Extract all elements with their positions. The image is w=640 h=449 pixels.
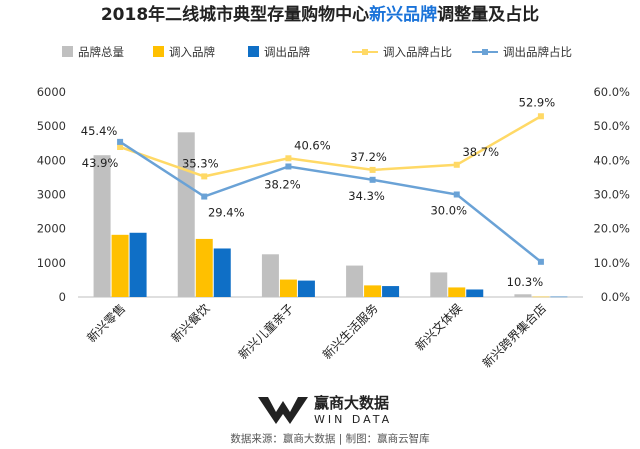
bar bbox=[93, 155, 111, 297]
y-left-tick-label: 4000 bbox=[37, 153, 66, 167]
y-right-tick-label: 50.0% bbox=[593, 119, 630, 133]
legend-marker bbox=[362, 49, 368, 55]
axes: 0 1000 2000 3000 4000 5000 6000 0.0% 10.0% 20.0% 3… bbox=[37, 85, 630, 304]
line-point bbox=[453, 161, 460, 168]
line-point bbox=[285, 163, 292, 170]
data-label: 38.7% bbox=[462, 145, 499, 159]
y-left-tick-label: 1000 bbox=[37, 256, 66, 270]
category-label: 新兴零售 bbox=[84, 301, 129, 346]
bar bbox=[448, 287, 466, 297]
line-point bbox=[201, 173, 208, 180]
data-label: 43.9% bbox=[82, 156, 119, 170]
bar bbox=[514, 294, 532, 297]
bar bbox=[382, 286, 400, 297]
line-point bbox=[117, 144, 124, 151]
bar bbox=[532, 296, 550, 298]
line-point bbox=[201, 193, 208, 200]
y-left-tick-label: 5000 bbox=[37, 119, 66, 133]
category-label: 新兴文体娱 bbox=[412, 301, 465, 354]
legend-label: 调入品牌 bbox=[169, 45, 215, 59]
series-line bbox=[119, 140, 542, 263]
data-label: 34.3% bbox=[348, 189, 385, 203]
line-point bbox=[369, 166, 376, 173]
legend-label: 品牌总量 bbox=[78, 45, 124, 59]
footer: 赢商大数据 WIN DATA 数据来源：赢商大数据 | 制图：赢商云智库 bbox=[230, 394, 429, 445]
data-labels: 43.9% 35.3% 40.6% 37.2% 38.7% 52.9% 45.4% 29.4%… bbox=[81, 95, 555, 289]
legend-label: 调出品牌 bbox=[264, 45, 310, 59]
data-label: 29.4% bbox=[208, 206, 245, 220]
y-left-tick-label: 0 bbox=[59, 290, 66, 304]
category-label: 新兴跨界集合店 bbox=[479, 301, 549, 371]
bar bbox=[261, 254, 279, 297]
bar bbox=[129, 232, 147, 297]
legend: 品牌总量 调入品牌 调出品牌 调入品牌占比 调出品牌占比 bbox=[62, 45, 572, 59]
chart-title-highlight: 新兴品牌 bbox=[369, 4, 437, 25]
data-label: 52.9% bbox=[519, 95, 556, 109]
bar bbox=[466, 289, 484, 297]
brand-name-cn: 赢商大数据 bbox=[314, 394, 389, 412]
legend-label: 调出品牌占比 bbox=[503, 45, 572, 59]
bar bbox=[195, 238, 213, 297]
line-point bbox=[537, 113, 544, 120]
y-left-tick-label: 3000 bbox=[37, 188, 66, 202]
category-labels: 新兴零售 新兴餐饮 新兴儿童亲子 新兴生活服务 新兴文体娱 新兴跨界集合店 bbox=[84, 301, 549, 371]
line-point bbox=[369, 176, 376, 183]
data-label: 10.3% bbox=[507, 275, 544, 289]
bar bbox=[364, 285, 382, 297]
bars bbox=[93, 132, 568, 298]
data-label: 35.3% bbox=[182, 156, 219, 170]
line-point bbox=[117, 138, 124, 145]
bar bbox=[279, 279, 297, 297]
bar bbox=[297, 280, 315, 297]
chart-title-prefix: 2018年二线城市典型存量购物中心 bbox=[101, 4, 369, 25]
bar bbox=[346, 265, 364, 297]
y-right-tick-label: 30.0% bbox=[593, 188, 630, 202]
category-label: 新兴儿童亲子 bbox=[235, 301, 297, 363]
legend-label: 调入品牌占比 bbox=[383, 45, 452, 59]
bar bbox=[111, 234, 129, 297]
series-line bbox=[119, 115, 542, 178]
data-label: 30.0% bbox=[430, 204, 467, 218]
bar bbox=[550, 296, 568, 298]
category-label: 新兴餐饮 bbox=[168, 301, 213, 346]
bar bbox=[177, 132, 195, 297]
y-right-tick-label: 60.0% bbox=[593, 85, 630, 99]
line-point bbox=[285, 155, 292, 162]
legend-swatch bbox=[62, 46, 73, 57]
lines bbox=[117, 113, 544, 265]
win-data-logo-icon bbox=[258, 397, 308, 424]
data-label: 40.6% bbox=[294, 138, 331, 152]
legend-swatch bbox=[248, 46, 259, 57]
category-label: 新兴生活服务 bbox=[319, 301, 381, 363]
chart-title: 2018年二线城市典型存量购物中心新兴品牌调整量及占比 bbox=[101, 4, 539, 25]
legend-swatch bbox=[153, 46, 164, 57]
line-point bbox=[537, 258, 544, 265]
y-right-tick-label: 40.0% bbox=[593, 153, 630, 167]
chart-title-suffix: 调整量及占比 bbox=[437, 4, 539, 25]
y-right-tick-label: 0.0% bbox=[601, 290, 630, 304]
y-left-tick-label: 2000 bbox=[37, 222, 66, 236]
y-left-tick-label: 6000 bbox=[37, 85, 66, 99]
line-point bbox=[453, 191, 460, 198]
brand-name-en: WIN DATA bbox=[314, 413, 392, 426]
y-right-tick-label: 10.0% bbox=[593, 256, 630, 270]
data-label: 38.2% bbox=[264, 177, 301, 191]
data-label: 37.2% bbox=[350, 150, 387, 164]
data-label: 45.4% bbox=[81, 124, 118, 138]
bar bbox=[430, 272, 448, 297]
y-right-tick-label: 20.0% bbox=[593, 222, 630, 236]
source-note: 数据来源：赢商大数据 | 制图：赢商云智库 bbox=[230, 432, 429, 445]
legend-marker bbox=[482, 49, 488, 55]
bar bbox=[213, 248, 231, 297]
